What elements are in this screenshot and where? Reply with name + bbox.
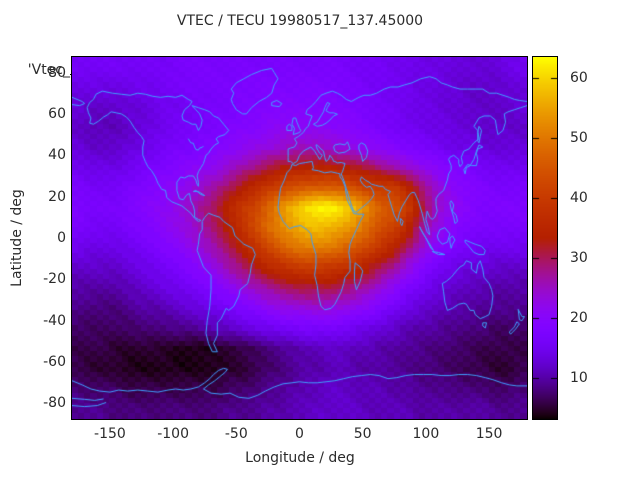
y-tick-label: -20 xyxy=(43,271,66,288)
y-tick-label: -60 xyxy=(43,354,66,371)
colorbar-tick-label: 40 xyxy=(570,190,588,207)
colorbar-tick-label: 10 xyxy=(570,370,588,387)
y-tick-label: -40 xyxy=(43,312,66,329)
colorbar-canvas xyxy=(533,57,557,419)
y-tick-label: 0 xyxy=(57,230,66,246)
plot-title: VTEC / TECU 19980517_137.45000 xyxy=(176,13,424,29)
x-tick-label: 100 xyxy=(412,426,440,442)
x-tick-label: 50 xyxy=(353,426,372,442)
x-tick-label: 0 xyxy=(295,426,304,442)
plot-area xyxy=(71,56,528,420)
x-tick-label: -150 xyxy=(94,426,126,442)
colorbar-tick-label: 30 xyxy=(570,250,588,267)
y-tick-label: 40 xyxy=(48,147,66,164)
heatmap-canvas xyxy=(72,57,527,419)
y-tick-label: -80 xyxy=(43,395,66,412)
y-tick-label: 60 xyxy=(48,105,66,122)
x-tick-label: 150 xyxy=(475,426,503,442)
colorbar xyxy=(532,56,558,420)
x-axis-label: Longitude / deg xyxy=(245,450,355,466)
colorbar-tick-label: 50 xyxy=(570,130,588,147)
y-tick-label: 20 xyxy=(48,188,66,205)
x-tick-label: -50 xyxy=(224,426,248,442)
key-label: 'Vtec_ xyxy=(27,62,70,78)
colorbar-tick-label: 20 xyxy=(570,310,588,327)
y-tick-label: 80 xyxy=(48,64,66,81)
colorbar-tick-label: 60 xyxy=(570,70,588,86)
x-tick-label: -100 xyxy=(157,426,189,442)
